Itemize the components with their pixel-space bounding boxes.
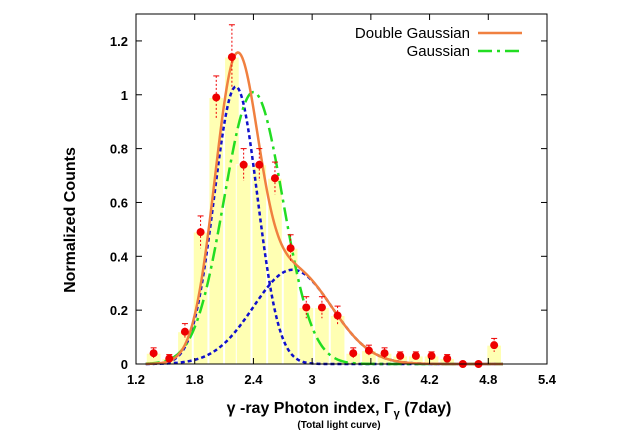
data-point bbox=[227, 53, 236, 62]
data-point bbox=[196, 228, 205, 237]
legend-label-gaussian: Gaussian bbox=[407, 43, 470, 60]
histogram-bars bbox=[145, 56, 502, 365]
data-point bbox=[212, 93, 221, 102]
y-tick-label: 1.2 bbox=[110, 34, 128, 49]
data-point bbox=[302, 303, 311, 312]
data-point bbox=[286, 244, 295, 253]
x-tick-label: 1.2 bbox=[127, 372, 145, 387]
x-tick-label: 3 bbox=[309, 372, 316, 387]
x-tick-label: 2.4 bbox=[244, 372, 263, 387]
data-point bbox=[149, 349, 158, 358]
data-point bbox=[427, 351, 436, 360]
data-point bbox=[490, 341, 499, 350]
data-point bbox=[270, 174, 279, 183]
data-point bbox=[180, 327, 189, 336]
data-point bbox=[443, 354, 452, 363]
data-point bbox=[333, 311, 342, 320]
data-point bbox=[349, 349, 358, 358]
x-axis-label: γ -ray Photon index, Γγ (7day) bbox=[227, 400, 452, 420]
data-point bbox=[364, 346, 373, 355]
histogram-bar bbox=[314, 306, 330, 365]
legend: Double Gaussian Gaussian bbox=[355, 25, 522, 60]
y-tick-label: 0.6 bbox=[110, 195, 128, 210]
x-tick-label: 1.8 bbox=[186, 372, 204, 387]
histogram-bar bbox=[298, 306, 315, 365]
x-tick-label: 5.4 bbox=[538, 372, 557, 387]
legend-label-double-gaussian: Double Gaussian bbox=[355, 25, 470, 42]
histogram-bar bbox=[251, 164, 268, 365]
y-axis-ticks: 0 0.2 0.4 0.6 0.8 1 1.2 bbox=[110, 34, 547, 372]
x-tick-label: 4.8 bbox=[479, 372, 497, 387]
y-tick-label: 0.4 bbox=[110, 249, 129, 264]
y-tick-label: 0.8 bbox=[110, 142, 128, 157]
data-point bbox=[396, 351, 405, 360]
y-tick-label: 0.2 bbox=[110, 303, 128, 318]
data-point bbox=[255, 160, 264, 169]
data-point bbox=[380, 349, 389, 358]
data-point bbox=[239, 160, 248, 169]
x-axis-ticks: 1.2 1.8 2.4 3 3.6 4.2 4.8 5.4 bbox=[127, 14, 557, 387]
data-points bbox=[149, 24, 499, 368]
x-tick-label: 3.6 bbox=[362, 372, 380, 387]
histogram-bar bbox=[235, 164, 252, 365]
y-tick-label: 1 bbox=[121, 88, 128, 103]
data-point bbox=[317, 303, 326, 312]
x-tick-label: 4.2 bbox=[421, 372, 439, 387]
y-axis-label: Normalized Counts bbox=[62, 147, 79, 293]
y-tick-label: 0 bbox=[121, 357, 128, 372]
plot-frame bbox=[135, 13, 548, 365]
data-point bbox=[411, 351, 420, 360]
x-axis-sublabel: (Total light curve) bbox=[297, 420, 380, 431]
data-point bbox=[165, 354, 174, 363]
